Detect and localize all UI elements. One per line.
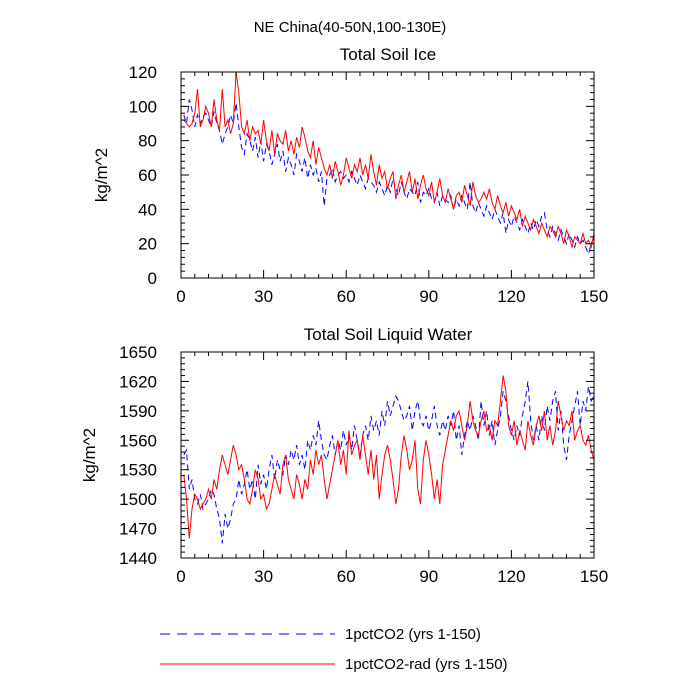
x-tick-label: 0 bbox=[176, 567, 185, 586]
y-tick-label: 1620 bbox=[119, 372, 157, 391]
x-tick-label: 90 bbox=[419, 287, 438, 306]
panel-total-soil-liquid-water: 0 30 60 90 120 150 1440 1470 1500 1530 1560 1590 162… bbox=[80, 325, 608, 586]
x-tick-label: 90 bbox=[419, 567, 438, 586]
plot-frame bbox=[180, 351, 595, 559]
y-tick-label: 1500 bbox=[119, 490, 157, 509]
y-tick-label: 80 bbox=[138, 132, 157, 151]
y-tick-label: 1560 bbox=[119, 431, 157, 450]
series-line-pctco2 bbox=[183, 99, 594, 256]
x-tick-label: 150 bbox=[580, 567, 608, 586]
panel-title: Total Soil Ice bbox=[340, 45, 436, 64]
panel-total-soil-ice: 0 30 60 90 120 150 0 20 40 60 80 100 120 Total Soil I… bbox=[92, 45, 608, 306]
x-tick-label: 60 bbox=[337, 287, 356, 306]
x-tick-label: 0 bbox=[176, 287, 185, 306]
panel-title: Total Soil Liquid Water bbox=[304, 325, 473, 344]
x-tick-label: 60 bbox=[337, 567, 356, 586]
y-axis-label: kg/m^2 bbox=[92, 148, 111, 202]
legend-label: 1pctCO2 (yrs 1-150) bbox=[345, 626, 481, 643]
plot-frame bbox=[180, 71, 595, 279]
y-tick-label: 1530 bbox=[119, 461, 157, 480]
x-tick-label: 120 bbox=[497, 567, 525, 586]
series-line-pctco2-rad bbox=[183, 375, 594, 539]
x-tick-label: 30 bbox=[254, 287, 273, 306]
y-tick-label: 1470 bbox=[119, 520, 157, 539]
y-tick-label: 0 bbox=[148, 269, 157, 288]
y-tick-label: 1590 bbox=[119, 402, 157, 421]
y-tick-label: 1440 bbox=[119, 549, 157, 568]
legend: 1pctCO2 (yrs 1-150) 1pctCO2-rad (yrs 1-15… bbox=[160, 626, 508, 673]
x-tick-label: 30 bbox=[254, 567, 273, 586]
series-line-pctco2-rad bbox=[183, 72, 594, 250]
y-axis-label: kg/m^2 bbox=[80, 428, 99, 482]
y-tick-label: 1650 bbox=[119, 343, 157, 362]
x-tick-label: 120 bbox=[497, 287, 525, 306]
y-tick-label: 100 bbox=[129, 97, 157, 116]
y-tick-label: 20 bbox=[138, 235, 157, 254]
y-tick-label: 120 bbox=[129, 63, 157, 82]
x-tick-label: 150 bbox=[580, 287, 608, 306]
figure-title: NE China(40-50N,100-130E) bbox=[254, 19, 447, 36]
y-tick-label: 60 bbox=[138, 166, 157, 185]
legend-label: 1pctCO2-rad (yrs 1-150) bbox=[345, 656, 508, 673]
y-tick-label: 40 bbox=[138, 200, 157, 219]
series-line-pctco2 bbox=[183, 381, 594, 544]
